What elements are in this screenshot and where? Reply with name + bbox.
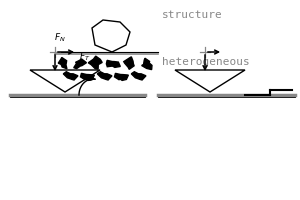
Polygon shape xyxy=(142,58,152,70)
Polygon shape xyxy=(115,73,128,80)
Polygon shape xyxy=(88,56,102,69)
Polygon shape xyxy=(74,59,86,69)
Polygon shape xyxy=(97,72,112,80)
Polygon shape xyxy=(58,57,67,69)
Polygon shape xyxy=(131,72,146,80)
Polygon shape xyxy=(80,73,94,80)
Text: $F_T$: $F_T$ xyxy=(79,51,91,63)
Text: $F_N$: $F_N$ xyxy=(54,32,66,44)
Polygon shape xyxy=(124,57,134,69)
Polygon shape xyxy=(63,72,78,80)
Text: structure: structure xyxy=(162,10,223,20)
Text: heterogeneous: heterogeneous xyxy=(162,57,250,67)
Polygon shape xyxy=(106,60,120,67)
